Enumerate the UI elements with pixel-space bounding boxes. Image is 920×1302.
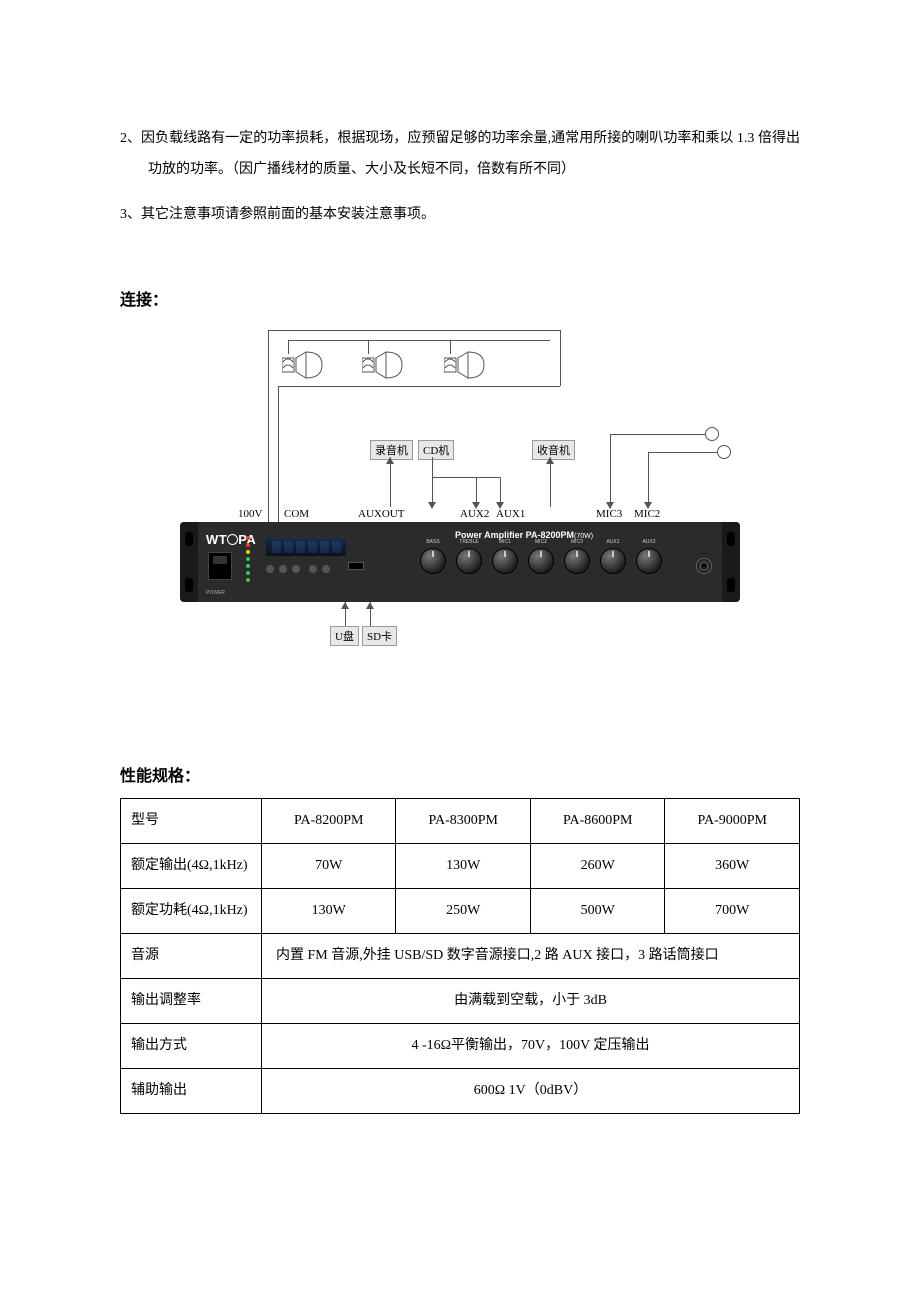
port-100v: 100V [238, 508, 262, 520]
speaker-icon [444, 350, 496, 380]
table-cell: 70W [262, 844, 396, 889]
document-page: 2、因负载线路有一定的功率损耗，根据现场，应预留足够的功率余量,通常用所接的喇叭… [0, 0, 920, 1302]
microphone-icon [705, 427, 719, 441]
spec-row-label: 额定功耗(4Ω,1kHz) [121, 889, 262, 934]
table-row: 输出方式 4 -16Ω平衡输出，70V，100V 定压输出 [121, 1024, 800, 1069]
table-cell: PA-8600PM [530, 799, 664, 844]
spec-row-label: 输出方式 [121, 1024, 262, 1069]
spec-table: 型号 PA-8200PM PA-8300PM PA-8600PM PA-9000… [120, 798, 800, 1114]
port-mic3: MIC3 [596, 508, 622, 520]
tag-sd: SD卡 [362, 626, 397, 646]
spec-header-model: 型号 [121, 799, 262, 844]
table-cell: 250W [396, 889, 530, 934]
table-cell: 由满载到空载，小于 3dB [262, 979, 800, 1024]
table-row: 音源 内置 FM 音源,外挂 USB/SD 数字音源接口,2 路 AUX 接口，… [121, 934, 800, 979]
port-auxout: AUXOUT [358, 508, 404, 520]
table-cell: 130W [262, 889, 396, 934]
usb-slot [348, 562, 364, 570]
table-cell: 260W [530, 844, 664, 889]
port-mic2: MIC2 [634, 508, 660, 520]
tag-cd: CD机 [418, 440, 454, 460]
table-row: 输出调整率 由满载到空载，小于 3dB [121, 979, 800, 1024]
table-cell: 130W [396, 844, 530, 889]
port-aux1: AUX1 [496, 508, 525, 520]
spec-row-label: 额定输出(4Ω,1kHz) [121, 844, 262, 889]
power-label: POWER [206, 590, 225, 596]
paragraph-3: 3、其它注意事项请参照前面的基本安装注意事项。 [120, 200, 800, 231]
table-cell: PA-8300PM [396, 799, 530, 844]
table-cell: 700W [665, 889, 800, 934]
table-cell: 500W [530, 889, 664, 934]
diagram-top: 录音机 CD机 收音机 100V CO [180, 322, 740, 522]
speaker-icon [282, 350, 334, 380]
table-cell: 内置 FM 音源,外挂 USB/SD 数字音源接口,2 路 AUX 接口，3 路… [262, 934, 800, 979]
speaker-icon [362, 350, 414, 380]
port-aux2: AUX2 [460, 508, 489, 520]
power-switch [208, 552, 232, 580]
amplifier-unit: WTPA POWER Power Amplifi [180, 522, 740, 602]
spec-row-label: 输出调整率 [121, 979, 262, 1024]
spec-row-label: 音源 [121, 934, 262, 979]
table-row: 型号 PA-8200PM PA-8300PM PA-8600PM PA-9000… [121, 799, 800, 844]
tag-usb: U盘 [330, 626, 359, 646]
table-cell: PA-9000PM [665, 799, 800, 844]
paragraph-2: 2、因负载线路有一定的功率损耗，根据现场，应预留足够的功率余量,通常用所接的喇叭… [120, 124, 800, 186]
knob-row: BASS TREBLE MIC1 MIC2 MIC3 AUX1 AUX2 [420, 548, 662, 574]
connection-diagram: 录音机 CD机 收音机 100V CO [180, 322, 740, 662]
control-buttons [266, 562, 335, 578]
table-cell: 4 -16Ω平衡输出，70V，100V 定压输出 [262, 1024, 800, 1069]
led-meter [246, 536, 252, 585]
mic-jack [696, 558, 712, 574]
diagram-bottom: U盘 SD卡 [180, 602, 740, 662]
port-com: COM [284, 508, 309, 520]
fm-display [266, 538, 346, 556]
table-cell: 600Ω 1V（0dBV） [262, 1069, 800, 1114]
spec-row-label: 辅助输出 [121, 1069, 262, 1114]
table-row: 额定功耗(4Ω,1kHz) 130W 250W 500W 700W [121, 889, 800, 934]
table-row: 额定输出(4Ω,1kHz) 70W 130W 260W 360W [121, 844, 800, 889]
section-title-connect: 连接： [120, 286, 800, 310]
table-row: 辅助输出 600Ω 1V（0dBV） [121, 1069, 800, 1114]
table-cell: 360W [665, 844, 800, 889]
table-cell: PA-8200PM [262, 799, 396, 844]
microphone-icon [717, 445, 731, 459]
section-title-spec: 性能规格： [120, 762, 800, 786]
